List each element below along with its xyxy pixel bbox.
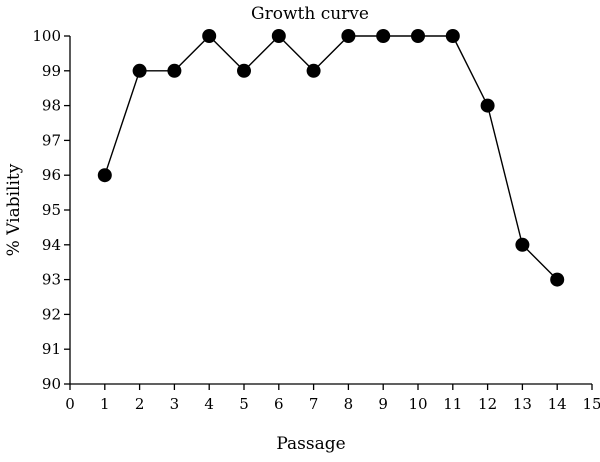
y-tick-label: 96 bbox=[42, 166, 61, 184]
data-point bbox=[202, 29, 217, 43]
y-tick-label: 99 bbox=[42, 62, 61, 80]
x-axis-label: Passage bbox=[276, 434, 345, 454]
y-axis-label: % Viability bbox=[4, 163, 24, 256]
y-tick-label: 100 bbox=[32, 27, 61, 45]
data-point bbox=[341, 29, 356, 43]
data-point bbox=[306, 63, 321, 78]
data-point bbox=[237, 63, 251, 78]
x-tick-label: 9 bbox=[378, 395, 388, 413]
series-viability bbox=[97, 29, 565, 287]
y-tick-label: 91 bbox=[42, 340, 61, 358]
series-line bbox=[104, 35, 558, 281]
x-tick-label: 15 bbox=[582, 395, 600, 413]
data-point bbox=[480, 98, 495, 113]
x-tick-label: 14 bbox=[548, 395, 567, 413]
x-tick-label: 4 bbox=[204, 395, 214, 413]
data-point bbox=[550, 272, 565, 287]
data-point bbox=[376, 29, 391, 43]
y-tick-label: 94 bbox=[42, 236, 61, 254]
x-tick-label: 13 bbox=[513, 395, 532, 413]
x-tick-label: 11 bbox=[443, 395, 462, 413]
series-points bbox=[97, 29, 565, 287]
chart-title: Growth curve bbox=[251, 4, 369, 24]
x-tick-label: 5 bbox=[239, 395, 249, 413]
x-tick-label: 8 bbox=[344, 395, 354, 413]
x-tick-label: 1 bbox=[100, 395, 110, 413]
data-point bbox=[97, 168, 112, 183]
x-tick-label: 6 bbox=[274, 395, 284, 413]
x-tick-label: 12 bbox=[478, 395, 497, 413]
y-ticks: 90 91 92 93 94 95 96 97 98 99 100 bbox=[32, 27, 70, 393]
data-point bbox=[271, 29, 286, 43]
x-tick-label: 10 bbox=[408, 395, 427, 413]
data-point bbox=[132, 63, 147, 78]
y-tick-label: 98 bbox=[42, 97, 61, 115]
y-tick-label: 93 bbox=[42, 271, 61, 289]
y-tick-label: 97 bbox=[42, 131, 61, 149]
x-tick-label: 2 bbox=[135, 395, 145, 413]
data-point bbox=[167, 63, 182, 78]
x-ticks: 0 1 2 3 4 5 6 7 8 9 10 11 12 13 14 15 bbox=[65, 384, 600, 413]
x-tick-label: 3 bbox=[170, 395, 180, 413]
y-tick-label: 90 bbox=[42, 375, 61, 393]
x-tick-label: 7 bbox=[309, 395, 319, 413]
x-tick-label: 0 bbox=[65, 395, 75, 413]
y-tick-label: 95 bbox=[42, 201, 61, 219]
y-tick-label: 92 bbox=[42, 305, 61, 323]
data-point bbox=[411, 29, 425, 43]
data-point bbox=[445, 29, 460, 43]
data-point bbox=[515, 237, 530, 252]
